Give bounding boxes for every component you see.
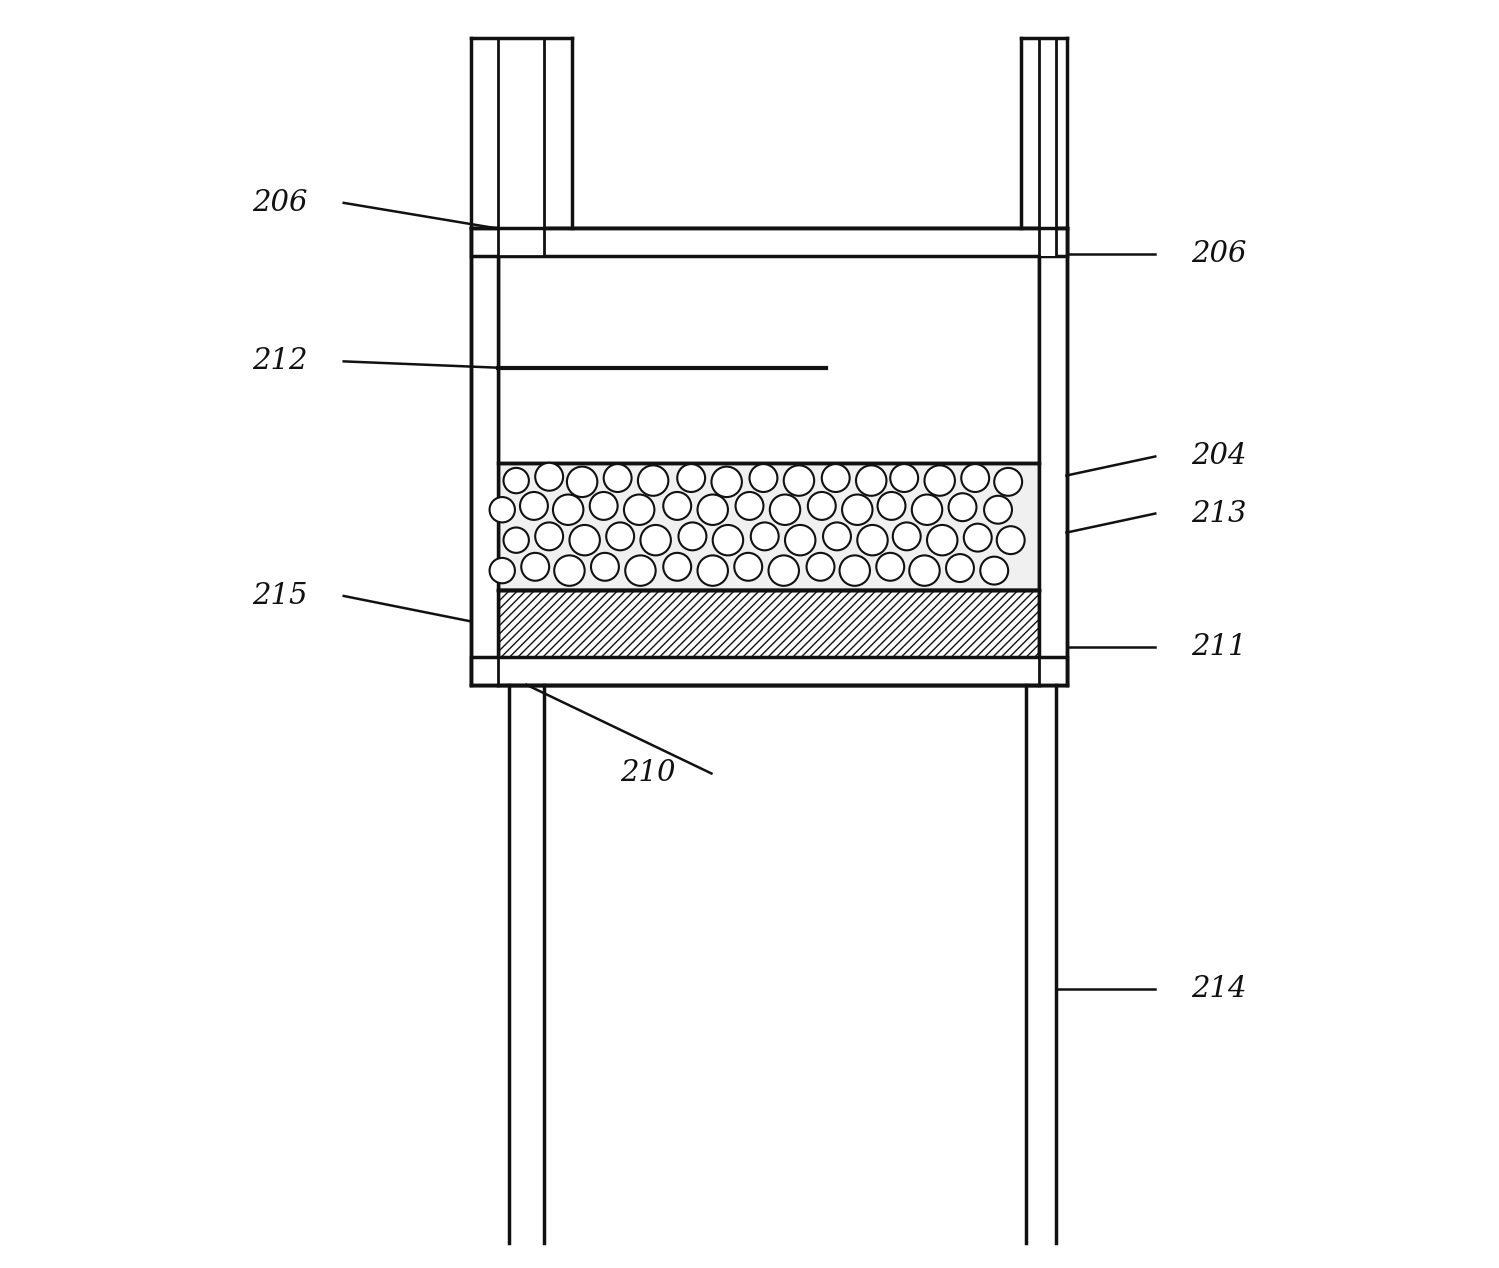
Text: 212: 212 <box>253 347 309 375</box>
Circle shape <box>997 526 1025 554</box>
Circle shape <box>910 555 940 586</box>
Bar <box>471 228 1066 256</box>
Circle shape <box>890 464 919 492</box>
Circle shape <box>925 465 955 496</box>
Text: 210: 210 <box>621 760 676 787</box>
Circle shape <box>926 525 958 555</box>
Bar <box>471 228 499 685</box>
Circle shape <box>877 492 905 520</box>
Circle shape <box>994 468 1022 496</box>
Circle shape <box>823 522 851 550</box>
Bar <box>1039 38 1057 256</box>
Circle shape <box>961 464 989 492</box>
Circle shape <box>663 553 691 581</box>
Text: 206: 206 <box>1190 240 1246 268</box>
Circle shape <box>625 555 655 586</box>
Circle shape <box>735 553 761 581</box>
Bar <box>499 463 1039 590</box>
Circle shape <box>712 467 742 497</box>
Bar <box>499 38 544 256</box>
Circle shape <box>591 553 619 581</box>
Text: 213: 213 <box>1190 500 1246 527</box>
Circle shape <box>553 495 583 525</box>
Circle shape <box>606 522 634 550</box>
Circle shape <box>678 464 705 492</box>
Circle shape <box>697 555 729 586</box>
Circle shape <box>750 464 778 492</box>
Circle shape <box>736 492 763 520</box>
Circle shape <box>964 524 992 552</box>
Circle shape <box>839 555 869 586</box>
Circle shape <box>949 493 976 521</box>
Circle shape <box>604 464 631 492</box>
Text: 206: 206 <box>253 189 309 217</box>
Circle shape <box>770 495 800 525</box>
Circle shape <box>911 495 943 525</box>
Circle shape <box>893 522 920 550</box>
Circle shape <box>821 464 850 492</box>
Circle shape <box>856 465 886 496</box>
Circle shape <box>808 492 836 520</box>
Circle shape <box>640 525 672 555</box>
Circle shape <box>663 492 691 520</box>
Text: 215: 215 <box>253 582 309 610</box>
Text: 204: 204 <box>1190 443 1246 470</box>
Circle shape <box>857 525 887 555</box>
Circle shape <box>570 525 600 555</box>
Text: 214: 214 <box>1190 975 1246 1003</box>
Circle shape <box>567 467 597 497</box>
Bar <box>499 590 1039 685</box>
Circle shape <box>842 495 872 525</box>
Circle shape <box>946 554 974 582</box>
Circle shape <box>769 555 799 586</box>
Text: 211: 211 <box>1190 633 1246 661</box>
Circle shape <box>589 492 618 520</box>
Circle shape <box>504 468 529 493</box>
Circle shape <box>639 465 669 496</box>
Circle shape <box>679 522 706 550</box>
Circle shape <box>624 495 655 525</box>
Circle shape <box>877 553 904 581</box>
Circle shape <box>520 492 549 520</box>
Circle shape <box>983 496 1012 524</box>
Circle shape <box>490 497 516 522</box>
Circle shape <box>785 525 815 555</box>
Circle shape <box>535 522 564 550</box>
Circle shape <box>806 553 835 581</box>
Circle shape <box>522 553 549 581</box>
Bar <box>1039 228 1066 685</box>
Circle shape <box>980 557 1009 585</box>
Circle shape <box>535 463 564 491</box>
Circle shape <box>784 465 814 496</box>
Circle shape <box>712 525 744 555</box>
Circle shape <box>697 495 729 525</box>
Bar <box>471 657 1066 685</box>
Circle shape <box>504 527 529 553</box>
Circle shape <box>555 555 585 586</box>
Circle shape <box>751 522 778 550</box>
Bar <box>499 228 1039 657</box>
Circle shape <box>490 558 516 583</box>
